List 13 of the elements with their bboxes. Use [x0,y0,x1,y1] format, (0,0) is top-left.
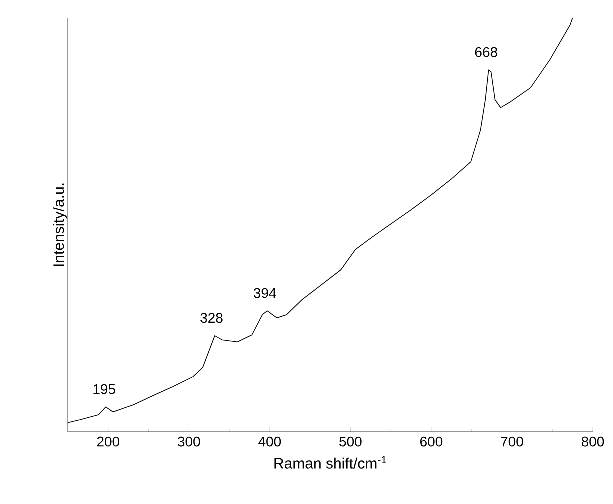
x-axis-title: Raman shift/cm$^{-1}$ [274,456,387,469]
annotation: 394 [254,288,276,298]
x-tick-label: 300 [178,436,200,447]
x-tick-label: 600 [420,436,443,447]
annotation: 668 [475,47,498,58]
x-tick-label: 700 [501,436,524,447]
y-axis-title: Intensity/a.u. [53,184,68,266]
x-tick-label: 400 [258,436,282,447]
annotation: 195 [94,384,116,394]
x-tick-label: 500 [340,436,362,447]
x-tick-label: 800 [582,436,604,447]
annotation: 328 [200,313,223,324]
x-tick-label: 200 [97,436,120,447]
